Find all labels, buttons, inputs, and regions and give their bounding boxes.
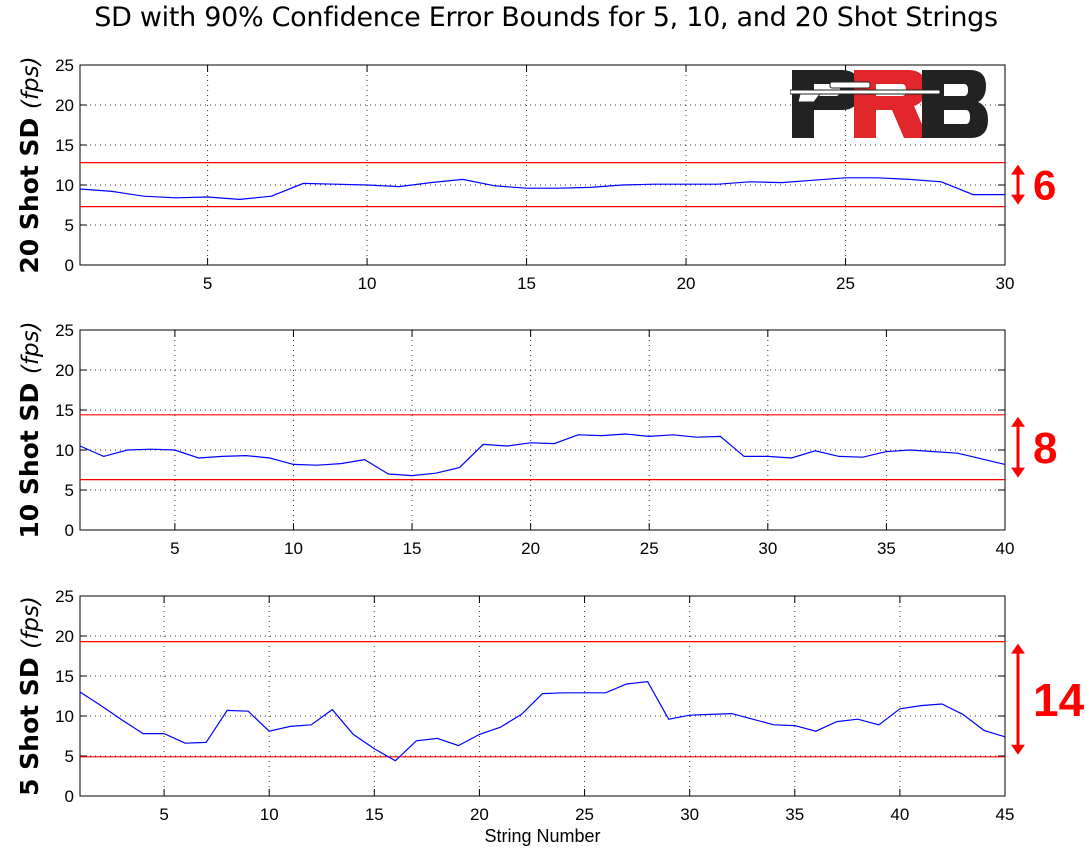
y-axis-label-main: 20 Shot SD bbox=[15, 109, 44, 274]
y-tick-label: 15 bbox=[55, 401, 74, 420]
logo-letter-p bbox=[792, 70, 860, 138]
y-axis-label: 20 Shot SD (fps) bbox=[15, 56, 44, 273]
spread-label: 14 bbox=[1033, 674, 1085, 726]
x-tick-label: 30 bbox=[996, 274, 1015, 293]
x-tick-label: 10 bbox=[260, 805, 279, 824]
y-axis-label-unit: (fps) bbox=[18, 596, 44, 649]
spread-arrow bbox=[1011, 643, 1025, 755]
y-axis-label-main: 10 Shot SD bbox=[15, 374, 44, 539]
y-tick-label: 25 bbox=[55, 587, 74, 606]
y-tick-label: 15 bbox=[55, 667, 74, 686]
spread-arrow-head-up bbox=[1011, 416, 1025, 427]
y-tick-label: 10 bbox=[55, 441, 74, 460]
y-tick-label: 10 bbox=[55, 707, 74, 726]
series-line bbox=[79, 177, 1005, 201]
y-axis-label-main: 5 Shot SD bbox=[15, 649, 44, 796]
y-tick-label: 20 bbox=[55, 96, 74, 115]
x-axis-label: String Number bbox=[484, 826, 601, 846]
x-tick-label: 20 bbox=[470, 805, 489, 824]
axes-frame bbox=[79, 329, 1006, 531]
y-tick-label: 0 bbox=[65, 787, 74, 806]
x-tick-label: 30 bbox=[680, 805, 699, 824]
y-tick-label: 5 bbox=[65, 481, 74, 500]
x-tick-label: 5 bbox=[159, 805, 168, 824]
chart-title: SD with 90% Confidence Error Bounds for … bbox=[94, 2, 998, 33]
y-tick-label: 5 bbox=[65, 216, 74, 235]
x-tick-label: 20 bbox=[677, 274, 696, 293]
x-tick-label: 15 bbox=[365, 805, 384, 824]
y-tick-label: 25 bbox=[55, 321, 74, 340]
x-tick-label: 10 bbox=[358, 274, 377, 293]
x-tick-label: 45 bbox=[996, 805, 1015, 824]
spread-arrow-head-up bbox=[1011, 643, 1025, 654]
x-tick-label: 10 bbox=[284, 539, 303, 558]
spread-label: 6 bbox=[1033, 162, 1056, 209]
x-tick-label: 20 bbox=[521, 539, 540, 558]
x-tick-label: 40 bbox=[996, 539, 1015, 558]
x-tick-label: 35 bbox=[785, 805, 804, 824]
x-tick-label: 5 bbox=[170, 539, 179, 558]
spread-arrow-head-up bbox=[1011, 164, 1025, 175]
y-tick-label: 0 bbox=[65, 521, 74, 540]
x-tick-label: 40 bbox=[890, 805, 909, 824]
y-axis-label-unit: (fps) bbox=[18, 321, 44, 374]
x-tick-label: 5 bbox=[203, 274, 212, 293]
axes-frame bbox=[79, 64, 1006, 266]
y-axis-label: 10 Shot SD (fps) bbox=[15, 321, 44, 538]
x-tick-label: 25 bbox=[836, 274, 855, 293]
spread-arrow-head-down bbox=[1011, 194, 1025, 205]
x-tick-label: 25 bbox=[640, 539, 659, 558]
spread-arrow bbox=[1011, 416, 1025, 478]
x-tick-label: 15 bbox=[517, 274, 536, 293]
logo-letter-r bbox=[854, 70, 928, 138]
prb-logo bbox=[790, 70, 988, 138]
x-tick-label: 15 bbox=[403, 539, 422, 558]
y-tick-label: 5 bbox=[65, 747, 74, 766]
spread-arrow-head-down bbox=[1011, 467, 1025, 478]
y-tick-label: 15 bbox=[55, 136, 74, 155]
y-tick-label: 0 bbox=[65, 256, 74, 275]
y-axis-label: 5 Shot SD (fps) bbox=[15, 596, 44, 796]
spread-label: 8 bbox=[1033, 424, 1057, 473]
x-tick-label: 25 bbox=[575, 805, 594, 824]
panel-2: 5 10 15 20 25 30 35 40 0 5 10 15 20 25 10 Shot SD (fps… bbox=[15, 321, 1057, 558]
spread-arrow bbox=[1011, 164, 1025, 205]
panel-1: 5 10 15 20 25 30 0 5 10 15 20 25 20 Shot SD (fps) 6 bbox=[15, 56, 1056, 293]
y-axis-label-unit: (fps) bbox=[18, 56, 44, 109]
series-line bbox=[79, 680, 1006, 762]
y-tick-label: 20 bbox=[55, 627, 74, 646]
y-tick-label: 20 bbox=[55, 361, 74, 380]
y-tick-label: 10 bbox=[55, 176, 74, 195]
rifle-icon bbox=[790, 81, 941, 103]
series-line bbox=[79, 433, 1006, 477]
spread-arrow-head-down bbox=[1011, 744, 1025, 755]
axes-frame bbox=[79, 595, 1006, 797]
panel-3: 5 10 15 20 25 30 35 40 45 0 5 10 15 20 25 5 Shot SD (fp… bbox=[15, 587, 1085, 824]
x-tick-label: 30 bbox=[758, 539, 777, 558]
x-tick-label: 35 bbox=[877, 539, 896, 558]
y-tick-label: 25 bbox=[55, 56, 74, 75]
logo-letter-b bbox=[922, 70, 988, 138]
